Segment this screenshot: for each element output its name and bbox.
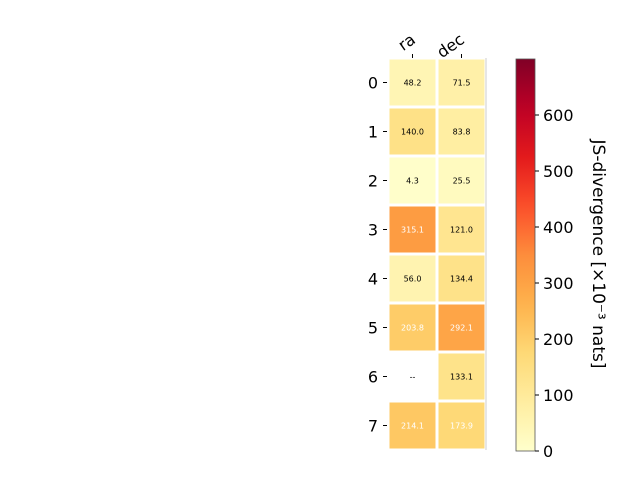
heatmap-cell: 173.9: [438, 402, 485, 449]
heatmap-cell: 83.8: [438, 108, 485, 155]
cell-fill: [389, 402, 436, 449]
colorbar-tick-label: 100: [543, 386, 574, 405]
cell-value-label: 292.1: [450, 324, 473, 333]
heatmap-cells: 48.2 71.5 140.0 83.8 4.3 25.5 315.1 121.0 56.0 13…: [389, 59, 485, 449]
colorbar-tick-label: 300: [543, 274, 574, 293]
heatmap-cell: --: [410, 373, 416, 382]
cell-value-label: 83.8: [453, 128, 471, 137]
cell-fill: [438, 255, 485, 302]
column-label: ra: [394, 30, 418, 55]
cell-value-label: 133.1: [450, 373, 473, 382]
row-label: 2: [368, 172, 378, 191]
colorbar-tick-label: 200: [543, 330, 574, 349]
colorbar-gradient: [515, 58, 536, 452]
cell-fill: [438, 304, 485, 351]
row-label: 5: [368, 319, 378, 338]
row-label: 6: [368, 368, 378, 387]
heatmap-cell: 4.3: [389, 157, 436, 204]
cell-value-label: 140.0: [401, 128, 424, 137]
heatmap-cell: 140.0: [389, 108, 436, 155]
heatmap-cell: 25.5: [438, 157, 485, 204]
heatmap-cell: 315.1: [389, 206, 436, 253]
colorbar-label: JS-divergence [×10⁻³ nats]: [588, 139, 608, 369]
cell-value-label: 214.1: [401, 422, 424, 431]
cell-value-label: 4.3: [406, 177, 419, 186]
colorbar: 0 100 200 300 400 500 600: [515, 58, 574, 461]
heatmap-cell: 56.0: [389, 255, 436, 302]
column-label: dec: [433, 30, 467, 62]
heatmap-cell: 134.4: [438, 255, 485, 302]
colorbar-tick-label: 500: [543, 162, 574, 181]
colorbar-tick-label: 0: [543, 442, 553, 461]
column-labels: ra dec: [394, 30, 467, 62]
colorbar-tick-label: 400: [543, 218, 574, 237]
cell-fill: [438, 402, 485, 449]
row-label: 0: [368, 74, 378, 93]
cell-value-label: 25.5: [453, 177, 471, 186]
cell-fill: [389, 108, 436, 155]
cell-value-label: 121.0: [450, 226, 473, 235]
cell-value-label: 48.2: [404, 79, 422, 88]
cell-value-label: --: [410, 373, 416, 382]
row-label: 7: [368, 417, 378, 436]
heatmap-cell: 71.5: [438, 59, 485, 106]
cell-fill: [389, 255, 436, 302]
cell-fill: [389, 304, 436, 351]
cell-fill: [389, 206, 436, 253]
heatmap-cell: 214.1: [389, 402, 436, 449]
cell-fill: [438, 206, 485, 253]
cell-fill: [389, 59, 436, 106]
heatmap-cell: 133.1: [438, 353, 485, 400]
cell-value-label: 134.4: [450, 275, 473, 284]
heatmap-cell: 292.1: [438, 304, 485, 351]
cell-value-label: 203.8: [401, 324, 424, 333]
row-labels: 0 1 2 3 4 5 6 7: [368, 74, 387, 436]
cell-value-label: 56.0: [404, 275, 422, 284]
colorbar-tick-label: 600: [543, 106, 574, 125]
row-label: 4: [368, 270, 378, 289]
cell-fill: [389, 157, 436, 204]
heatmap-cell: 203.8: [389, 304, 436, 351]
heatmap-cell: 121.0: [438, 206, 485, 253]
row-label: 3: [368, 221, 378, 240]
cell-value-label: 173.9: [450, 422, 473, 431]
heatmap-cell: 48.2: [389, 59, 436, 106]
row-label: 1: [368, 123, 378, 142]
cell-fill: [438, 59, 485, 106]
cell-fill: [438, 157, 485, 204]
cell-value-label: 315.1: [401, 226, 424, 235]
cell-fill: [438, 353, 485, 400]
cell-value-label: 71.5: [453, 79, 471, 88]
cell-fill: [438, 108, 485, 155]
